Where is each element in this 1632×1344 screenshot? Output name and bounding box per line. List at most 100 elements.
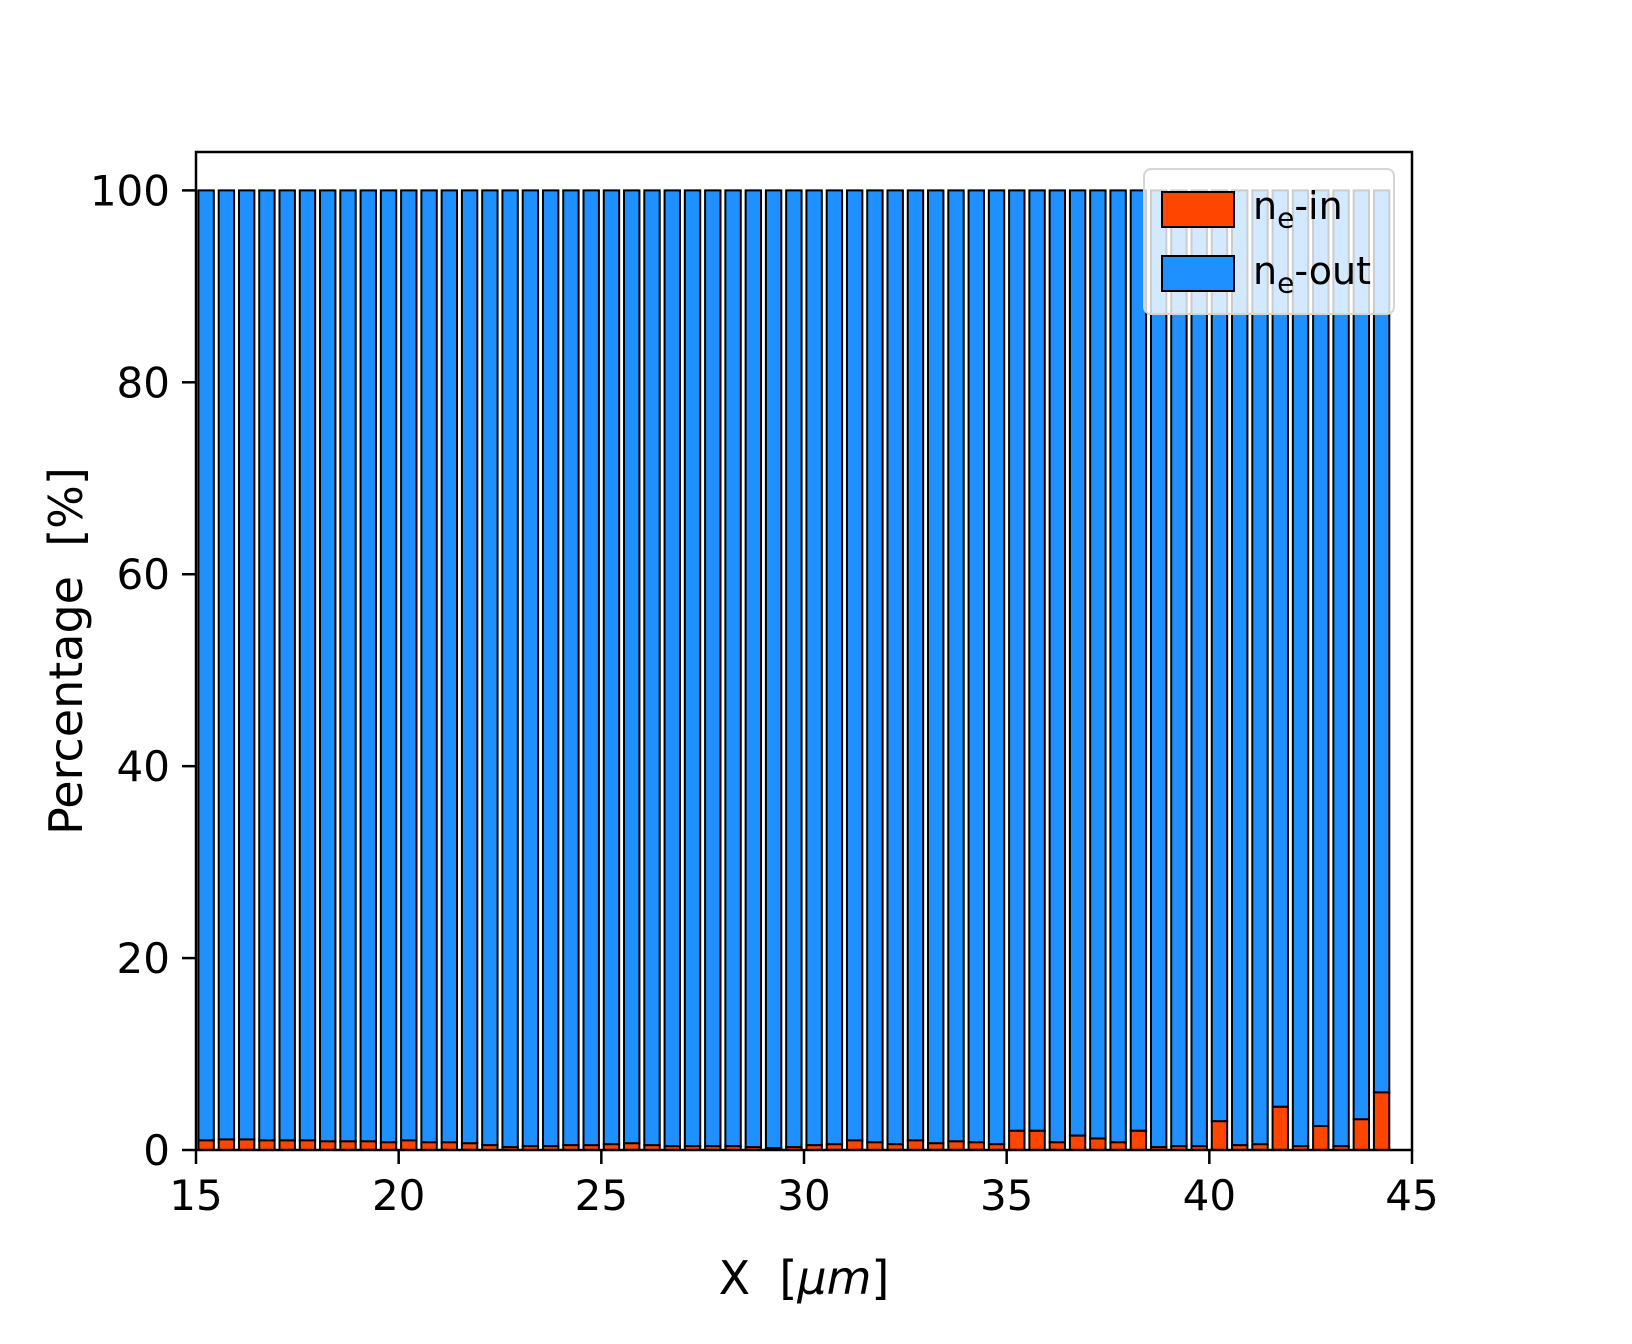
bar-segment-in — [217, 1138, 236, 1151]
x-tick-label: 35 — [980, 1171, 1033, 1220]
bar-segment-in — [359, 1140, 377, 1151]
bar-segment-out — [1008, 189, 1026, 1132]
bar-segment-out — [379, 189, 398, 1144]
bar-segment-out — [805, 189, 823, 1147]
legend-label-out: ne-out — [1253, 249, 1371, 300]
bar-segment-in — [258, 1139, 276, 1152]
bar-segment-out — [785, 189, 803, 1149]
legend-swatch-in-icon — [1161, 190, 1236, 228]
bar-segment-out — [602, 189, 621, 1146]
bar-segment-out — [440, 189, 459, 1144]
x-tick-label: 25 — [575, 1171, 628, 1220]
y-tick-label: 60 — [117, 550, 170, 599]
bar-segment-out — [744, 189, 763, 1149]
bar-segment-out — [1149, 189, 1168, 1149]
bar-segment-in — [319, 1140, 337, 1151]
bar-segment-out — [420, 189, 438, 1144]
bar-segment-out — [501, 189, 519, 1149]
bar-segment-in — [237, 1138, 256, 1151]
legend-label-out-prefix: n — [1253, 248, 1278, 293]
bar-segment-in — [1210, 1120, 1229, 1151]
bar-segment-out — [947, 189, 965, 1143]
legend-label-in-suffix: -in — [1294, 184, 1343, 228]
legend-entry-in: ne-in — [1161, 184, 1371, 235]
bar-segment-in — [1129, 1129, 1148, 1152]
bar-segment-out — [1109, 189, 1127, 1144]
bar-segment-out — [1089, 189, 1107, 1140]
x-axis-label-close: ] — [871, 1251, 890, 1305]
bar-segment-out — [339, 189, 357, 1143]
bar-segment-in — [298, 1139, 317, 1152]
bar-segment-out — [217, 189, 236, 1141]
bar-segment-out — [704, 189, 722, 1148]
bar-segment-in — [1028, 1129, 1046, 1152]
bar-segment-out — [1352, 189, 1371, 1121]
y-tick-label: 80 — [117, 358, 170, 407]
bar-segment-in — [400, 1139, 418, 1152]
x-axis-label-text: X [ — [718, 1251, 798, 1305]
bar-segment-out — [623, 189, 641, 1145]
bar-segment-in — [1312, 1125, 1330, 1152]
bar-segment-out — [1210, 189, 1229, 1123]
bar-segment-out — [1251, 189, 1269, 1146]
x-tick-label: 30 — [777, 1171, 830, 1220]
bar-segment-out — [481, 189, 499, 1147]
y-tick-label: 0 — [143, 1126, 170, 1175]
bar-segment-out — [197, 189, 215, 1142]
bar-segment-out — [298, 189, 317, 1142]
legend-entry-out: ne-out — [1161, 249, 1371, 300]
bar-segment-out — [1332, 189, 1350, 1148]
legend: ne-in ne-out — [1143, 168, 1395, 316]
bar-segment-out — [521, 189, 540, 1148]
bar-segment-out — [643, 189, 661, 1147]
legend-label-in-prefix: n — [1253, 184, 1278, 228]
bar-segment-in — [1068, 1134, 1087, 1151]
bar-segment-out — [1028, 189, 1046, 1132]
bar-segment-out — [1231, 189, 1249, 1147]
x-tick-label: 15 — [169, 1171, 222, 1220]
bar-segment-out — [764, 189, 783, 1150]
bar-segment-out — [359, 189, 377, 1143]
bar-segment-in — [1271, 1105, 1289, 1151]
bar-segment-out — [845, 189, 864, 1142]
bar-segment-out — [1291, 189, 1310, 1148]
bar-segment-in — [1352, 1118, 1371, 1152]
y-tick-label: 100 — [90, 166, 170, 215]
bar-segment-out — [967, 189, 985, 1144]
bar-segment-out — [866, 189, 884, 1144]
bar-segment-out — [1170, 189, 1188, 1148]
bar-segment-out — [683, 189, 702, 1148]
y-axis-label: Percentage [%] — [39, 467, 93, 835]
bar-segment-out — [582, 189, 600, 1147]
bar-segment-in — [339, 1140, 357, 1151]
bar-segment-out — [460, 189, 479, 1145]
bar-segment-out — [541, 189, 560, 1148]
bar-segment-out — [237, 189, 256, 1141]
bar-segment-out — [562, 189, 580, 1147]
bar-segment-in — [1008, 1129, 1026, 1152]
bar-segment-out — [1372, 189, 1391, 1094]
bar-segment-in — [197, 1139, 215, 1152]
bar-segment-in — [906, 1139, 925, 1152]
x-tick-label: 40 — [1183, 1171, 1236, 1220]
legend-label-out-sub: e — [1277, 266, 1295, 300]
bar-segment-in — [1372, 1091, 1391, 1152]
bar-segment-in — [947, 1140, 965, 1151]
bar-segment-out — [724, 189, 742, 1148]
bar-segment-in — [845, 1139, 864, 1152]
x-tick-label: 45 — [1385, 1171, 1438, 1220]
bar-segment-out — [987, 189, 1006, 1146]
y-tick-label: 40 — [117, 742, 170, 791]
bar-segment-out — [906, 189, 925, 1142]
bar-segment-out — [663, 189, 681, 1148]
bar-segment-out — [258, 189, 276, 1142]
legend-label-in-sub: e — [1277, 201, 1295, 235]
x-axis-label-unit: μm — [797, 1251, 872, 1305]
y-tick-label: 20 — [117, 934, 170, 983]
bar-segment-out — [1048, 189, 1067, 1144]
bar-segment-out — [927, 189, 945, 1145]
bar-segment-out — [1271, 189, 1289, 1108]
bar-segment-out — [319, 189, 337, 1143]
